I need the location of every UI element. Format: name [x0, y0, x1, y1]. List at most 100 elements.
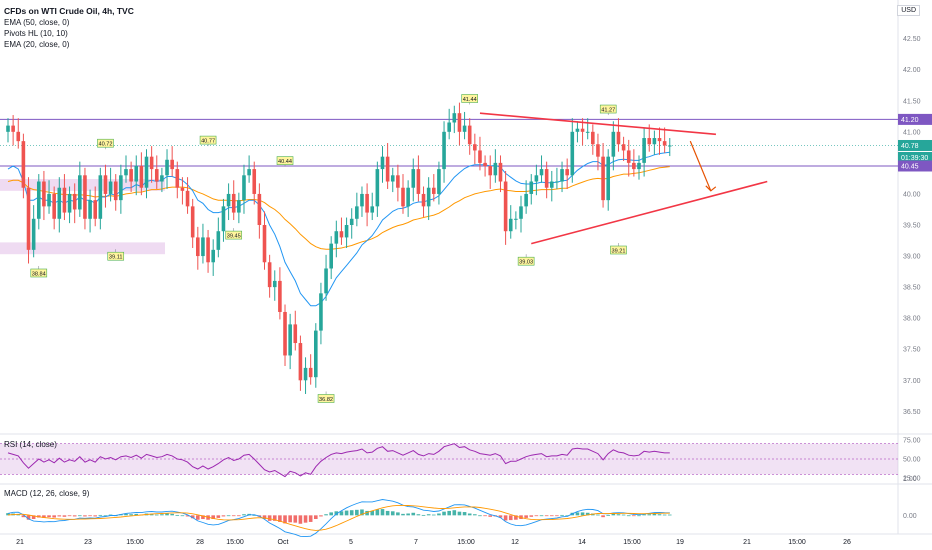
- macd-hist-bar: [657, 514, 662, 516]
- trend-line: [479, 112, 717, 136]
- macd-hist-bar: [585, 512, 590, 516]
- candle-body: [216, 231, 221, 250]
- time-tick-label: 15:00: [226, 539, 244, 546]
- currency-badge[interactable]: USD: [897, 5, 920, 16]
- macd-hist-bar: [272, 515, 277, 521]
- time-tick-label: 15:00: [623, 539, 641, 546]
- pivot-label: 40.72: [98, 142, 112, 148]
- candle-body: [344, 225, 349, 238]
- macd-hist-bar: [88, 515, 92, 517]
- candle-body: [180, 187, 185, 191]
- macd-hist-bar: [160, 514, 164, 516]
- macd-hist-bar: [242, 514, 246, 516]
- macd-hist-bar: [62, 515, 67, 517]
- candle-body: [231, 193, 236, 213]
- macd-signal-line: [7, 504, 670, 531]
- macd-hist-bar: [211, 515, 215, 519]
- candle-body: [324, 268, 328, 294]
- legend-ema20[interactable]: EMA (20, close, 0): [4, 40, 70, 49]
- candle-body: [226, 193, 231, 207]
- candle-body: [154, 169, 159, 182]
- time-tick-label: 21: [743, 539, 751, 546]
- candle-body: [31, 218, 36, 250]
- rsi-label[interactable]: RSI (14, close): [4, 440, 57, 449]
- pivot-label: 41.27: [601, 107, 615, 113]
- candle-body: [6, 125, 10, 132]
- candle-body: [139, 165, 144, 188]
- macd-hist-bar: [108, 514, 113, 516]
- pivot-label-box: [599, 104, 617, 114]
- candle-body: [98, 175, 103, 219]
- macd-hist-bar: [396, 512, 400, 516]
- candle-body: [498, 162, 503, 182]
- ema50-line: [7, 166, 670, 250]
- candle-body: [175, 169, 180, 188]
- macd-hist-bar: [216, 515, 221, 518]
- pivot-label: 39.11: [109, 255, 123, 261]
- candle-body: [549, 181, 554, 188]
- pivot-label-box: [199, 135, 217, 145]
- macd-hist-bar: [31, 515, 36, 519]
- macd-hist-bar: [544, 515, 549, 517]
- macd-hist-bar: [252, 514, 257, 516]
- macd-hist-bar: [611, 513, 616, 516]
- candle-body: [632, 162, 636, 170]
- candle-body: [437, 169, 441, 194]
- macd-hist-bar: [339, 511, 344, 516]
- candle-body: [129, 169, 133, 182]
- candle-body: [488, 165, 493, 176]
- macd-hist-bar: [231, 515, 236, 517]
- candle-body: [134, 165, 139, 182]
- candle-body: [467, 125, 472, 145]
- price-tick-label: 38.00: [903, 316, 921, 323]
- macd-hist-bar: [426, 514, 431, 516]
- candle-body: [329, 243, 333, 269]
- macd-hist-bar: [78, 515, 82, 517]
- zone-box: [0, 179, 165, 191]
- macd-hist-bar: [457, 511, 462, 516]
- candle-body: [524, 193, 528, 207]
- macd-hist-bar: [385, 510, 390, 516]
- candle-body: [119, 175, 123, 201]
- legend-ema50[interactable]: EMA (50, close, 0): [4, 18, 70, 27]
- candle-body: [26, 187, 31, 250]
- candle-body: [560, 169, 564, 182]
- macd-hist-bar: [411, 512, 416, 516]
- macd-label[interactable]: MACD (12, 26, close, 9): [4, 489, 90, 498]
- candle-body: [457, 113, 462, 132]
- pivot-label-box: [225, 230, 243, 240]
- macd-hist-bar: [221, 515, 226, 517]
- candle-body: [667, 145, 672, 147]
- macd-hist-bar: [478, 515, 482, 517]
- time-tick-label: 28: [196, 539, 204, 546]
- candle-body: [637, 162, 641, 170]
- macd-hist-bar: [262, 515, 267, 519]
- candle-body: [103, 175, 108, 194]
- macd-hist-bar: [467, 513, 472, 516]
- candle-body: [298, 343, 303, 381]
- legend: CFDs on WTI Crude Oil, 4h, TVC EMA (50, …: [4, 6, 134, 50]
- candle-body: [642, 138, 646, 163]
- macd-hist-bar: [555, 515, 559, 517]
- candle-body: [196, 237, 200, 257]
- legend-pivots[interactable]: Pivots HL (10, 10): [4, 29, 68, 38]
- price-tick-label: 36.50: [903, 409, 921, 416]
- candle-body: [160, 175, 164, 182]
- last-price-badge: 40.78: [901, 143, 919, 150]
- candle-body: [662, 141, 667, 146]
- candle-body: [611, 131, 616, 157]
- macd-hist-bar: [488, 515, 493, 517]
- candle-body: [267, 262, 272, 288]
- macd-hist-bar: [344, 510, 349, 516]
- macd-hist-bar: [601, 515, 605, 518]
- macd-hist-bar: [616, 514, 621, 516]
- countdown-badge: 01:39:30: [901, 155, 928, 162]
- macd-hist-bar: [375, 509, 380, 516]
- macd-hist-bar: [483, 515, 487, 517]
- macd-hist-bar: [596, 514, 600, 516]
- candle-body: [596, 144, 600, 157]
- pivot-label-box: [517, 256, 535, 266]
- candle-body: [314, 330, 318, 378]
- pivot-label-box: [610, 245, 627, 255]
